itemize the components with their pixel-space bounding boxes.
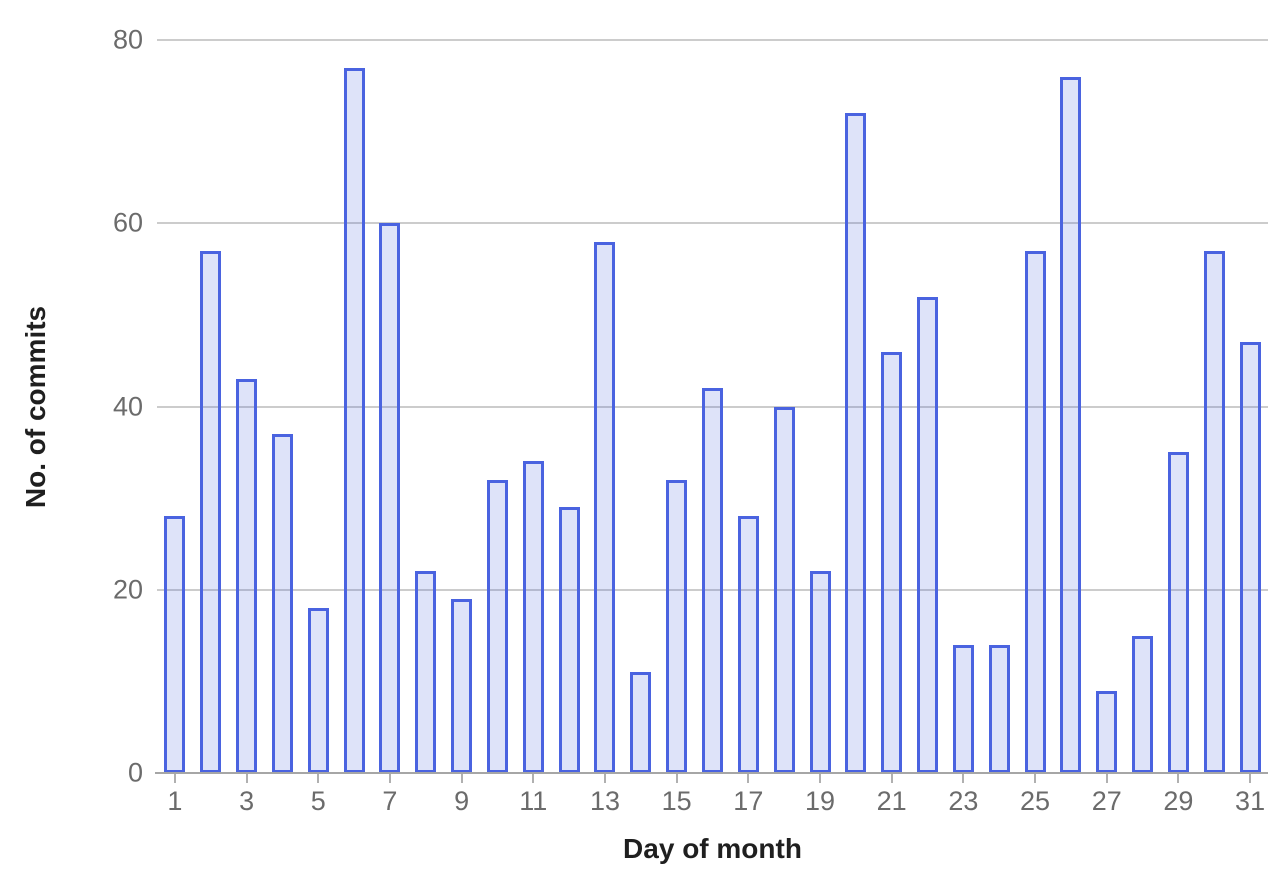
y-tick-label-80: 80 [112,24,143,55]
bar-day-1[interactable] [164,516,186,773]
x-tick-label-27: 27 [1091,786,1122,816]
gridline-60 [157,222,1268,225]
bar-day-4[interactable] [271,434,293,773]
y-tick-label-20: 20 [112,574,143,605]
x-tick-23 [962,774,965,783]
bar-day-6[interactable] [343,67,365,773]
x-tick-label-25: 25 [1020,786,1051,816]
x-axis-tick-labels: 1 3 5 7 9 11 13 15 17 19 21 23 25 27 29 31 [157,786,1268,820]
gridline-20 [157,588,1268,591]
x-axis-line [155,772,1268,774]
y-axis-tick-labels: 0 20 40 60 80 [0,25,143,788]
bar-day-27[interactable] [1096,690,1118,773]
x-tick-label-13: 13 [589,786,620,816]
y-tick-label-40: 40 [112,391,143,421]
bar-day-31[interactable] [1239,342,1261,773]
bar-day-19[interactable] [809,571,831,773]
x-tick-label-31: 31 [1235,786,1266,816]
x-tick-31 [1249,774,1252,783]
y-tick-label-60: 60 [112,207,143,238]
bar-day-30[interactable] [1203,250,1225,773]
bar-day-12[interactable] [558,507,580,773]
x-tick-label-29: 29 [1163,786,1194,816]
x-tick-29 [1177,774,1180,783]
x-tick-15 [675,774,678,783]
bar-day-14[interactable] [630,672,652,773]
bar-day-10[interactable] [486,479,508,773]
y-tick-label-0: 0 [127,757,143,788]
x-tick-17 [747,774,750,783]
bar-day-15[interactable] [666,479,688,773]
x-tick-label-11: 11 [519,786,548,816]
x-tick-label-15: 15 [661,786,692,816]
x-tick-label-1: 1 [167,786,183,816]
bar-day-21[interactable] [881,351,903,773]
bar-day-24[interactable] [988,644,1010,773]
bar-day-23[interactable] [952,644,974,773]
x-tick-3 [245,774,248,783]
x-tick-25 [1034,774,1037,783]
bar-day-11[interactable] [522,461,544,773]
x-tick-label-9: 9 [454,786,470,816]
bar-day-29[interactable] [1167,452,1189,773]
bar-day-9[interactable] [451,598,473,773]
x-tick-label-7: 7 [382,786,398,816]
x-tick-label-21: 21 [876,786,907,816]
bar-day-22[interactable] [917,296,939,773]
gridline-80 [157,39,1268,41]
bar-day-26[interactable] [1060,76,1082,773]
bar-day-17[interactable] [737,516,759,773]
bar-day-13[interactable] [594,241,616,773]
x-tick-label-3: 3 [239,786,255,816]
bar-day-3[interactable] [236,379,258,773]
bar-day-20[interactable] [845,113,867,773]
bar-day-5[interactable] [307,608,329,773]
x-tick-label-5: 5 [310,786,326,816]
bar-day-8[interactable] [415,571,437,773]
x-tick-label-23: 23 [948,786,979,816]
x-axis-title: Day of month [623,833,802,864]
x-tick-9 [460,774,463,783]
x-tick-13 [603,774,606,783]
gridline-40 [157,405,1268,408]
plot-area [155,39,1268,783]
x-tick-5 [317,774,320,783]
bar-day-28[interactable] [1132,635,1154,773]
x-tick-7 [388,774,391,783]
bar-day-2[interactable] [200,250,222,773]
bar-day-7[interactable] [379,223,401,773]
x-tick-21 [890,774,893,783]
x-tick-label-19: 19 [804,786,836,816]
x-tick-1 [173,774,176,783]
x-tick-11 [532,774,535,783]
x-tick-27 [1105,774,1108,783]
bar-day-18[interactable] [773,406,795,773]
x-tick-label-17: 17 [733,786,764,816]
bar-day-16[interactable] [702,388,723,773]
bar-day-25[interactable] [1024,250,1046,773]
x-tick-19 [819,774,822,783]
